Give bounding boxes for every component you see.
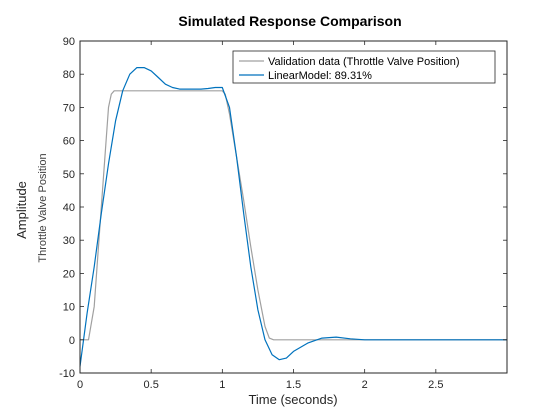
x-tick-label: 1.5	[286, 379, 301, 391]
y-tick-label: 10	[63, 302, 75, 314]
series-line-linear-model	[79, 66, 507, 367]
plot-area	[80, 41, 507, 373]
y-tick-label: 20	[63, 268, 75, 280]
legend: Validation data (Throttle Valve Position…	[232, 50, 496, 84]
y-tick-label: 0	[69, 335, 75, 347]
x-tick-label: 0	[77, 379, 83, 391]
y-tick-label: 70	[63, 102, 75, 114]
legend-box	[232, 50, 496, 84]
y-axis-ticks: -10 0 10 20 30 40 50 60 70 80 90	[59, 36, 507, 380]
x-axis-ticks: 0 0.5 1 1.5 2 2.5	[77, 41, 443, 391]
y-tick-label: 40	[63, 202, 75, 214]
y-axis-label: Amplitude	[14, 181, 29, 239]
legend-entry-validation: Validation data (Throttle Valve Position…	[268, 56, 460, 68]
x-tick-label: 1	[219, 379, 225, 391]
x-tick-label: 0.5	[144, 379, 159, 391]
x-axis-label: Time (seconds)	[248, 392, 337, 407]
chart-title: Simulated Response Comparison	[178, 13, 401, 29]
y-tick-label: 90	[63, 36, 75, 48]
y-tick-label: 80	[63, 69, 75, 81]
series-layer	[79, 66, 507, 367]
x-tick-label: 2.5	[428, 379, 443, 391]
y-tick-label: 50	[63, 169, 75, 181]
series-line-validation	[80, 90, 507, 341]
y-tick-label: -10	[59, 368, 75, 380]
y-axis-sublabel: Throttle Valve Position	[37, 153, 49, 262]
y-tick-label: 30	[63, 235, 75, 247]
x-tick-label: 2	[362, 379, 368, 391]
y-tick-label: 60	[63, 136, 75, 148]
legend-entry-linear-model: LinearModel: 89.31%	[268, 70, 372, 82]
